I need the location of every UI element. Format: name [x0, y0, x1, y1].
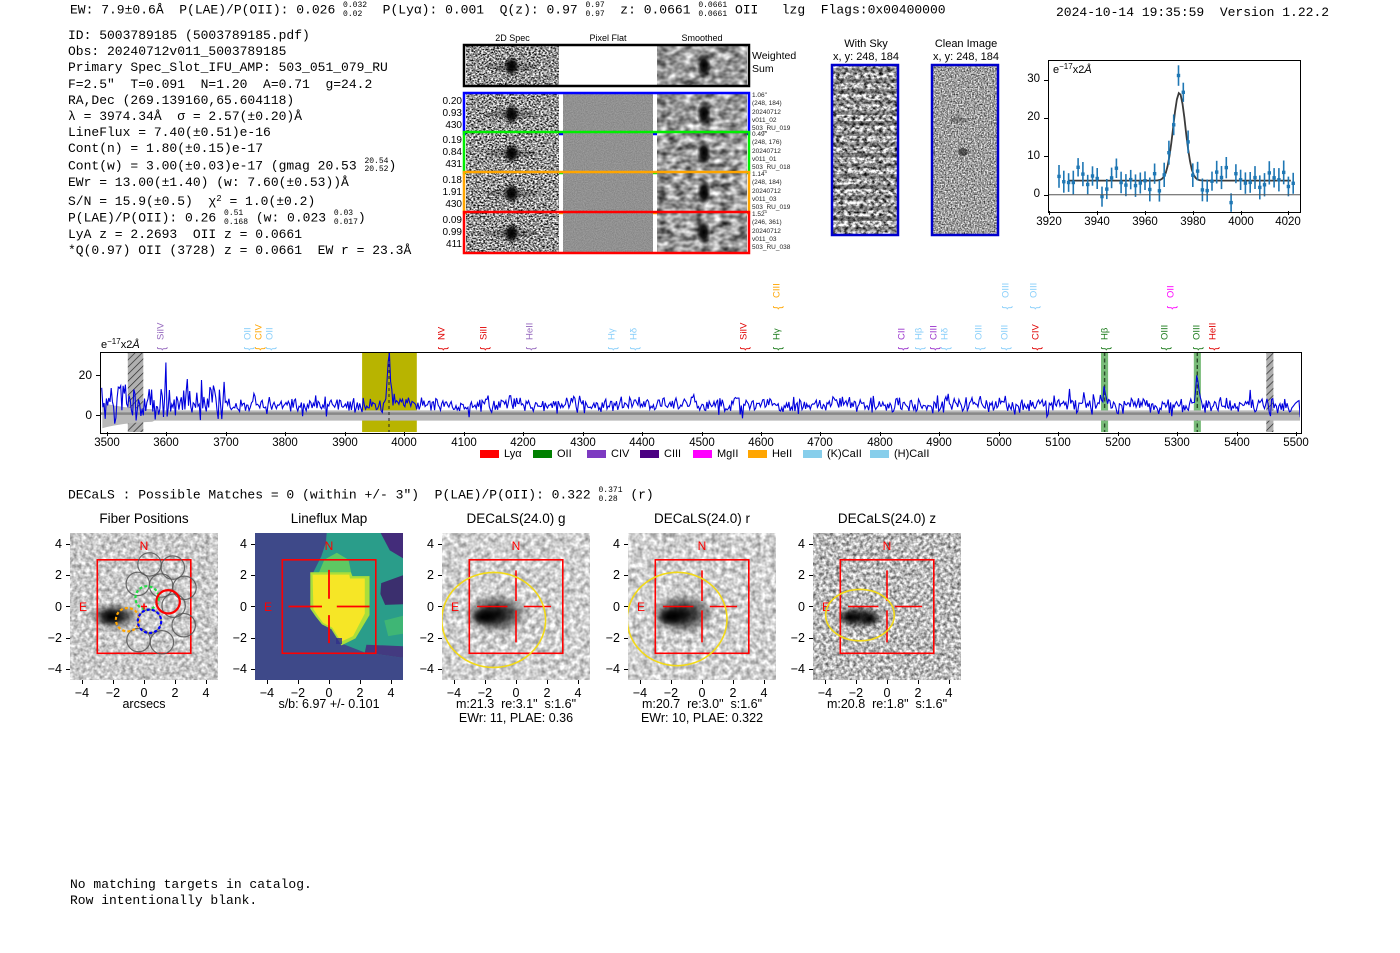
svg-text:OIII: OIII [974, 325, 985, 340]
svg-text:Hβ: Hβ [914, 327, 925, 340]
svg-text:{: { [1031, 347, 1043, 351]
svg-text:{: { [772, 347, 784, 351]
svg-text:{: { [772, 306, 784, 310]
svg-text:E: E [264, 600, 272, 614]
svg-text:NV: NV [437, 326, 448, 340]
svg-text:{: { [914, 347, 926, 351]
svg-text:HeII: HeII [525, 323, 536, 340]
svg-text:{: { [156, 347, 168, 351]
svg-text:{: { [629, 347, 641, 351]
svg-text:OIII: OIII [1029, 283, 1040, 298]
svg-text:{: { [1166, 306, 1178, 310]
svg-text:OIII: OIII [1001, 283, 1012, 298]
svg-text:E: E [637, 600, 645, 614]
svg-text:SiIV: SiIV [739, 322, 750, 340]
svg-text:{: { [929, 347, 941, 351]
svg-text:Hδ: Hδ [940, 328, 951, 340]
svg-text:{: { [1160, 347, 1172, 351]
svg-text:{: { [897, 347, 909, 351]
svg-text:CIV: CIV [254, 324, 265, 341]
svg-text:{: { [437, 347, 449, 351]
svg-text:Hβ: Hβ [1100, 327, 1111, 340]
svg-text:{: { [974, 347, 986, 351]
svg-text:{: { [265, 347, 277, 351]
svg-text:OII: OII [1166, 285, 1177, 298]
svg-text:{: { [1000, 347, 1012, 351]
svg-text:N: N [698, 539, 707, 553]
svg-text:{: { [1208, 347, 1220, 351]
svg-text:OIII: OIII [1192, 325, 1203, 340]
svg-text:{: { [739, 347, 751, 351]
svg-text:OIII: OIII [1160, 325, 1171, 340]
svg-text:CIII: CIII [772, 283, 783, 298]
svg-text:SiII: SiII [479, 326, 490, 340]
svg-text:N: N [325, 539, 334, 553]
svg-text:CIV: CIV [1031, 324, 1042, 341]
svg-text:{: { [940, 347, 952, 351]
svg-text:Hδ: Hδ [629, 328, 640, 340]
svg-text:OIII: OIII [1000, 325, 1011, 340]
svg-text:E: E [822, 600, 830, 614]
svg-text:{: { [479, 347, 491, 351]
svg-text:{: { [525, 347, 537, 351]
svg-text:{: { [243, 347, 255, 351]
svg-text:N: N [883, 539, 892, 553]
svg-text:{: { [1100, 347, 1112, 351]
svg-text:{: { [1001, 306, 1013, 310]
svg-text:E: E [451, 600, 459, 614]
svg-text:{: { [607, 347, 619, 351]
svg-text:N: N [140, 539, 149, 553]
svg-text:Hγ: Hγ [772, 328, 783, 340]
svg-text:SiIV: SiIV [156, 322, 167, 340]
svg-text:HeII: HeII [1208, 323, 1219, 340]
svg-text:CIII: CIII [929, 325, 940, 340]
svg-text:{: { [1192, 347, 1204, 351]
svg-text:{: { [254, 347, 266, 351]
svg-text:E: E [79, 600, 87, 614]
svg-text:N: N [512, 539, 521, 553]
svg-text:CII: CII [897, 328, 908, 340]
svg-text:OII: OII [243, 327, 254, 340]
svg-text:OII: OII [265, 327, 276, 340]
svg-text:{: { [1029, 306, 1041, 310]
svg-text:Hγ: Hγ [607, 328, 618, 340]
